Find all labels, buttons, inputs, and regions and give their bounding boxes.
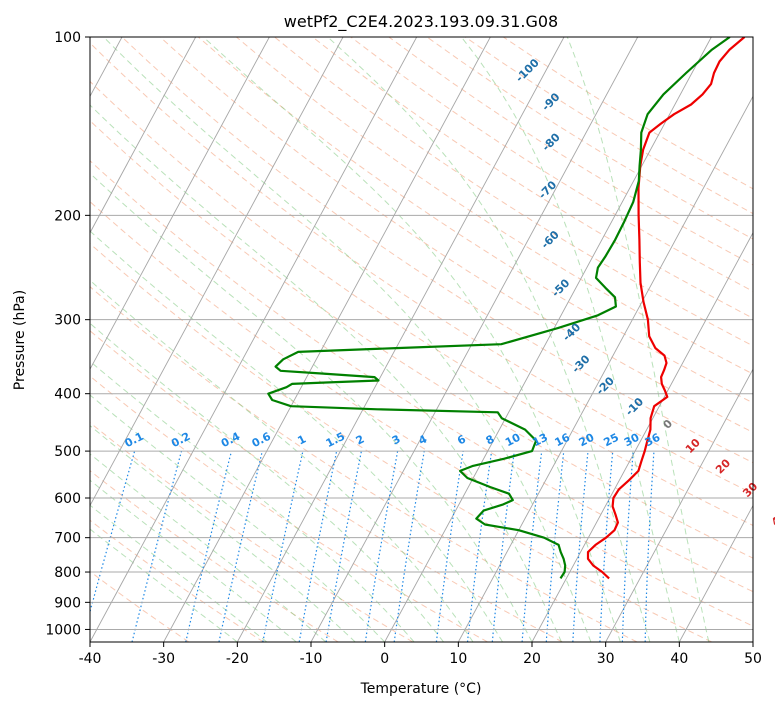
mixing-ratio-label: 25 <box>601 431 621 450</box>
mixing-ratio-line <box>393 451 425 642</box>
y-tick-label: 900 <box>54 595 81 611</box>
mixing-ratio-label: 10 <box>503 431 523 450</box>
isotherm <box>90 37 197 234</box>
plot-frame <box>89 36 754 643</box>
x-tick-label: -30 <box>152 651 175 667</box>
dry-adiabat <box>274 37 753 347</box>
isotherm <box>457 95 753 642</box>
moist-adiabat <box>90 279 474 642</box>
y-tick-label: 700 <box>54 531 81 547</box>
moist-adiabat <box>90 453 327 642</box>
y-tick-label: 600 <box>54 491 81 507</box>
isotherm <box>236 37 565 642</box>
moist-adiabat <box>90 425 356 642</box>
isotherm <box>531 231 753 642</box>
temperature-profile <box>586 37 746 580</box>
x-tick-label: 20 <box>523 651 541 667</box>
dry-adiabat <box>312 37 753 319</box>
moist-adiabat <box>90 479 297 642</box>
moist-adiabat <box>90 322 444 642</box>
mixing-ratio-line <box>218 450 263 642</box>
mixing-ratio-line <box>521 451 543 642</box>
isotherm <box>605 368 753 642</box>
moist-adiabat <box>327 37 651 642</box>
x-tick-label: 0 <box>380 651 389 667</box>
moist-adiabat <box>566 37 710 642</box>
dry-adiabat <box>90 160 753 593</box>
moist-adiabat <box>90 230 503 642</box>
x-tick-label: -10 <box>300 651 323 667</box>
mixing-ratio-line <box>572 451 589 642</box>
mixing-ratio-line <box>185 450 233 642</box>
x-tick-label: -20 <box>226 651 249 667</box>
mixing-ratio-line <box>90 450 136 614</box>
dry-adiabat <box>90 42 753 495</box>
dry-adiabat <box>90 201 753 627</box>
isotherm <box>163 37 491 642</box>
y-tick-label: 400 <box>54 387 81 403</box>
dry-adiabat <box>90 330 563 642</box>
pressure-grid <box>90 37 753 630</box>
dry-adiabat-label: 40 <box>769 509 775 529</box>
mixing-ratio-label: 36 <box>643 431 663 450</box>
profile-series <box>267 37 746 580</box>
mixing-ratio-line <box>262 450 304 642</box>
y-tick-label: 100 <box>54 30 81 46</box>
x-axis-title: Temperature (°C) <box>360 681 482 697</box>
dry-adiabat <box>90 243 712 642</box>
dry-adiabat <box>90 285 638 642</box>
y-tick-label: 1000 <box>45 622 81 638</box>
x-tick-label: 50 <box>744 651 762 667</box>
dry-adiabat <box>121 37 753 464</box>
mixing-ratio-label: 20 <box>577 431 597 450</box>
isotherm <box>678 504 753 642</box>
mixing-ratio-label: 13 <box>530 431 550 450</box>
dewpoint-profile <box>267 37 731 579</box>
moist-adiabat <box>203 37 621 642</box>
dry-adiabat <box>90 570 190 642</box>
y-tick-label: 500 <box>54 444 81 460</box>
x-tick-label: 10 <box>449 651 467 667</box>
dry-adiabat <box>90 375 488 642</box>
mixing-ratio-line <box>131 450 183 642</box>
moist-adiabat <box>461 37 680 642</box>
x-tick-label: -40 <box>79 651 102 667</box>
y-axis-title: Pressure (hPa) <box>12 290 28 390</box>
moist-adiabat <box>90 394 386 642</box>
y-tick-label: 300 <box>54 313 81 329</box>
mixing-ratio-line <box>466 451 493 642</box>
mixing-ratio-line <box>545 451 565 642</box>
x-tick-label: 30 <box>597 651 615 667</box>
x-tick-label: 40 <box>670 651 688 667</box>
chart-title: wetPf2_C2E4.2023.193.09.31.G08 <box>284 12 558 32</box>
mixing-ratio-label: 16 <box>553 431 573 450</box>
moist-adiabat <box>90 172 533 642</box>
dry-adiabat <box>90 470 339 642</box>
axes: -40 -30 -20 -10 0 10 20 30 40 50 100 200 300 400 500 60… <box>45 30 762 667</box>
isotherm <box>384 37 712 642</box>
dry-adiabat <box>159 37 753 433</box>
mixing-ratio-line <box>435 451 464 642</box>
moist-adiabat <box>103 37 592 642</box>
isotherm <box>310 37 639 642</box>
background-lines <box>90 37 753 642</box>
y-tick-label: 800 <box>54 565 81 581</box>
isotherm <box>90 37 270 371</box>
moist-adiabat <box>90 104 562 642</box>
isotherm <box>90 37 344 507</box>
isotherm <box>90 37 418 642</box>
y-tick-label: 200 <box>54 208 81 224</box>
mixing-ratio-label: 30 <box>622 431 642 450</box>
